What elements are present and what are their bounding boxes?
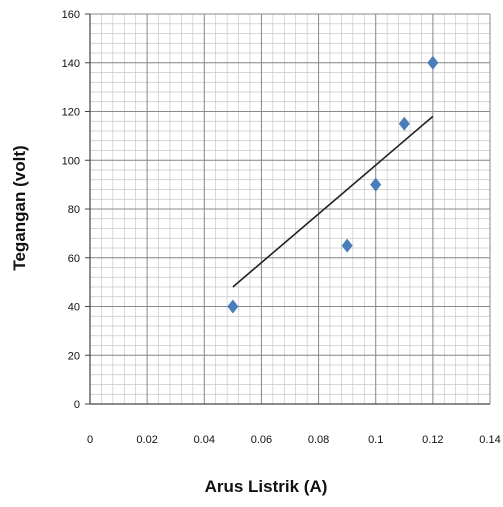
trendline-layer [232,115,434,288]
data-point [398,116,410,131]
tick-labels: 0 0.02 0.04 0.06 0.08 0.1 0.12 0.14 0 20 40 60 80 100… [62,9,501,446]
y-tick-label: 0 [74,399,80,411]
x-axis-title: Arus Listrik (A) [205,477,328,496]
x-tick-label: 0.12 [422,434,443,446]
x-tick-label: 0.06 [251,434,272,446]
x-tick-label: 0.1 [368,434,383,446]
y-tick-label: 100 [62,155,80,167]
y-tick-label: 60 [68,253,80,265]
x-tick-label: 0.02 [136,434,157,446]
y-tick-label: 140 [62,58,80,70]
x-tick-label: 0.04 [194,434,215,446]
y-tick-label: 40 [68,302,80,314]
y-tick-label: 120 [62,107,80,119]
x-tick-label: 0.14 [479,434,500,446]
trendline [232,115,434,288]
axes [85,13,490,405]
data-point [227,299,239,314]
y-tick-label: 20 [68,350,80,362]
x-tick-label: 0.08 [308,434,329,446]
data-points [227,55,439,314]
y-tick-label: 160 [62,9,80,21]
data-point [370,177,382,192]
x-tick-label: 0 [87,434,93,446]
data-point [427,55,439,70]
y-tick-label: 80 [68,204,80,216]
grid [89,13,491,405]
y-axis-title: Tegangan (volt) [10,145,29,270]
data-point [341,238,353,253]
